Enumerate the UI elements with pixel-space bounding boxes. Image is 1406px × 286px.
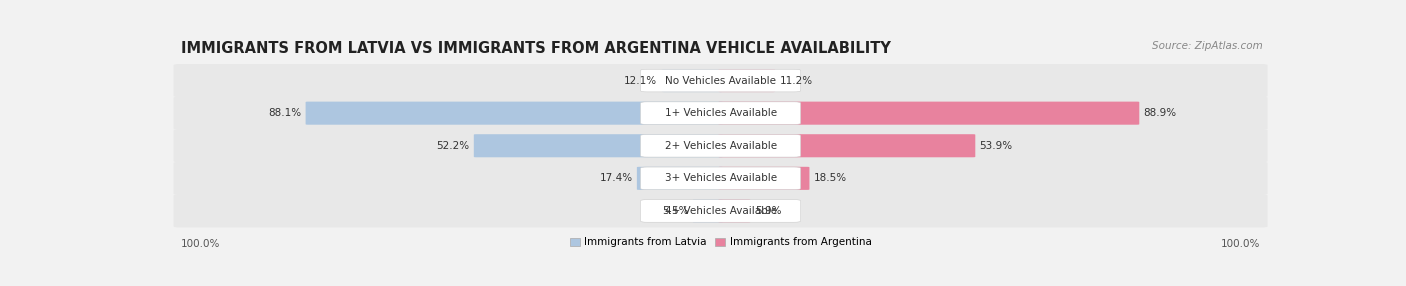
Text: IMMIGRANTS FROM LATVIA VS IMMIGRANTS FROM ARGENTINA VEHICLE AVAILABILITY: IMMIGRANTS FROM LATVIA VS IMMIGRANTS FRO… — [181, 41, 891, 56]
FancyBboxPatch shape — [718, 199, 751, 223]
Text: 5.9%: 5.9% — [755, 206, 782, 216]
FancyBboxPatch shape — [641, 200, 800, 222]
Text: 100.0%: 100.0% — [1220, 239, 1260, 249]
Text: Source: ZipAtlas.com: Source: ZipAtlas.com — [1153, 41, 1263, 51]
FancyBboxPatch shape — [662, 69, 723, 92]
Text: 17.4%: 17.4% — [599, 173, 633, 183]
Text: 5.5%: 5.5% — [662, 206, 689, 216]
Text: 1+ Vehicles Available: 1+ Vehicles Available — [665, 108, 776, 118]
FancyBboxPatch shape — [641, 69, 800, 92]
Text: 18.5%: 18.5% — [814, 173, 846, 183]
Text: No Vehicles Available: No Vehicles Available — [665, 76, 776, 86]
Text: 12.1%: 12.1% — [624, 76, 658, 86]
FancyBboxPatch shape — [641, 167, 800, 190]
FancyBboxPatch shape — [173, 129, 1268, 162]
Text: 2+ Vehicles Available: 2+ Vehicles Available — [665, 141, 776, 151]
FancyBboxPatch shape — [637, 167, 723, 190]
Text: 3+ Vehicles Available: 3+ Vehicles Available — [665, 173, 776, 183]
Legend: Immigrants from Latvia, Immigrants from Argentina: Immigrants from Latvia, Immigrants from … — [565, 233, 876, 251]
FancyBboxPatch shape — [641, 102, 800, 124]
Text: 11.2%: 11.2% — [779, 76, 813, 86]
FancyBboxPatch shape — [305, 102, 723, 125]
FancyBboxPatch shape — [173, 162, 1268, 195]
Text: 4+ Vehicles Available: 4+ Vehicles Available — [665, 206, 776, 216]
FancyBboxPatch shape — [641, 134, 800, 157]
Text: 88.1%: 88.1% — [269, 108, 301, 118]
FancyBboxPatch shape — [718, 69, 775, 92]
FancyBboxPatch shape — [718, 102, 1139, 125]
FancyBboxPatch shape — [173, 194, 1268, 227]
Text: 52.2%: 52.2% — [436, 141, 470, 151]
FancyBboxPatch shape — [474, 134, 723, 157]
FancyBboxPatch shape — [718, 167, 810, 190]
Text: 53.9%: 53.9% — [980, 141, 1012, 151]
FancyBboxPatch shape — [173, 97, 1268, 130]
FancyBboxPatch shape — [718, 134, 976, 157]
Text: 88.9%: 88.9% — [1143, 108, 1177, 118]
FancyBboxPatch shape — [173, 64, 1268, 97]
Text: 100.0%: 100.0% — [181, 239, 221, 249]
FancyBboxPatch shape — [693, 199, 723, 223]
